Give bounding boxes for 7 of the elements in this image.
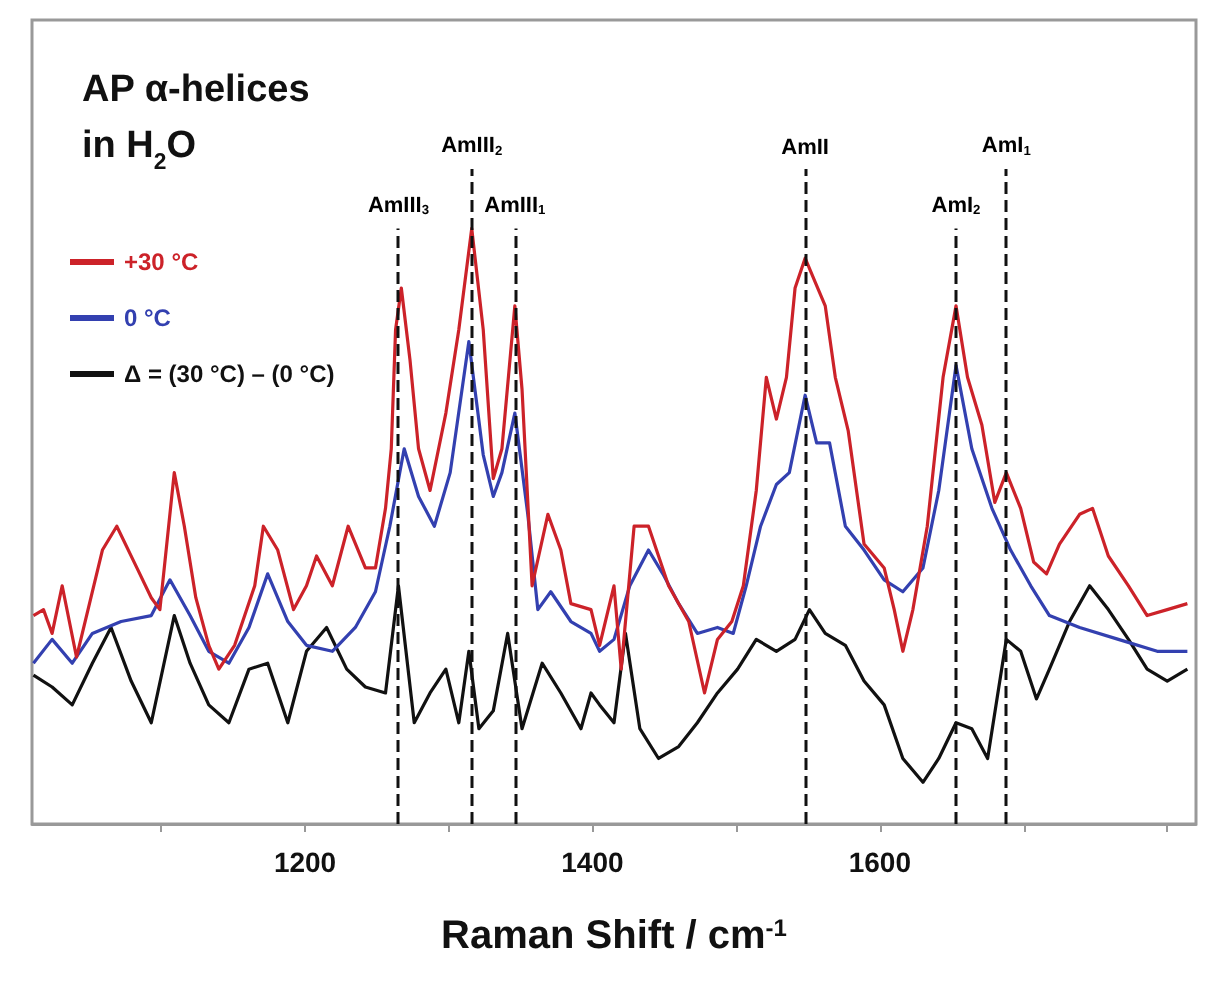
ref-line-label: AmII <box>781 135 829 160</box>
x-tick-label: 1200 <box>273 846 337 878</box>
legend-label: Δ = (30 °C) – (0 °C) <box>124 360 335 388</box>
x-tick-label: 1400 <box>561 846 624 878</box>
legend-label: +30 °C <box>124 248 199 276</box>
x-tick-label: 1600 <box>848 846 912 878</box>
legend-label: 0 °C <box>124 304 172 332</box>
